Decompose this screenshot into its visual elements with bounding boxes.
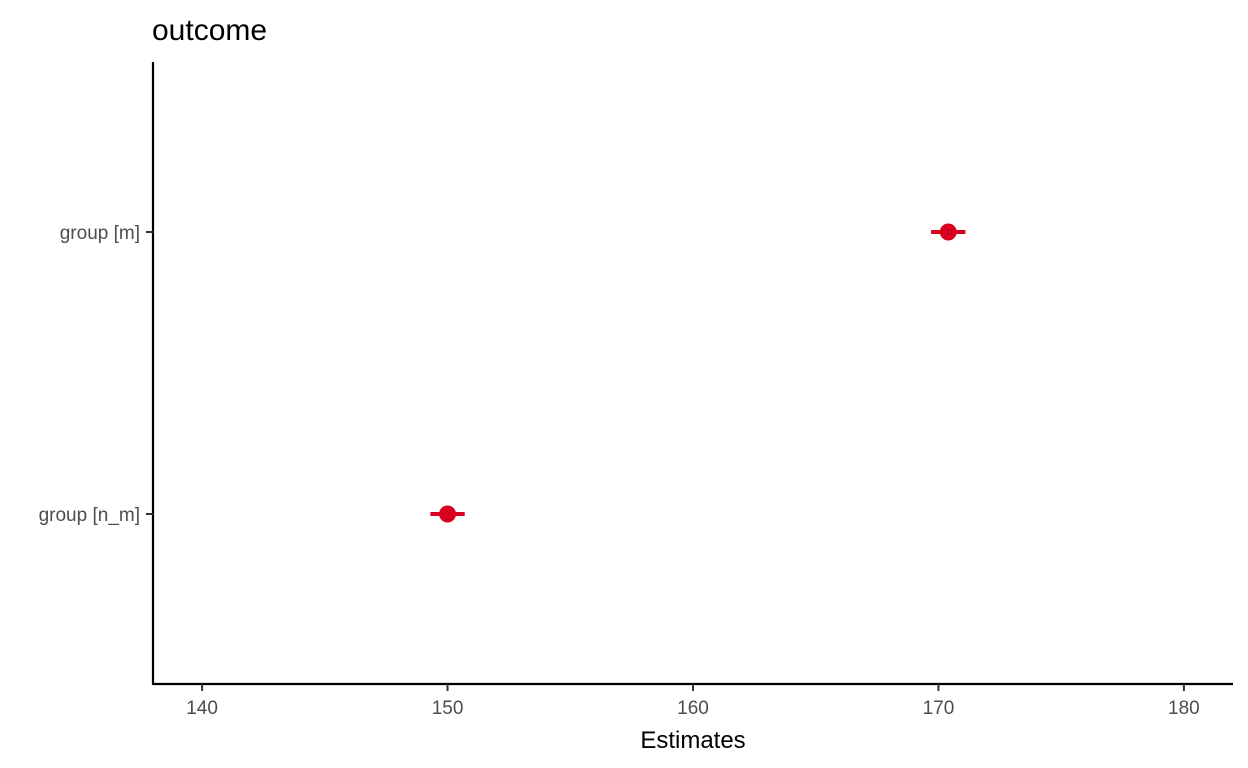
data-marks: [430, 223, 966, 523]
x-tick-label: 150: [432, 698, 464, 719]
x-tick-label: 170: [923, 698, 955, 719]
estimate-point: [939, 223, 957, 241]
y-tick-label: group [m]: [60, 223, 140, 244]
x-axis-ticks: 140 150 160 170 180: [186, 684, 1200, 719]
x-tick-label: 140: [186, 698, 218, 719]
x-tick-label: 180: [1168, 698, 1200, 719]
y-tick-label: group [n_m]: [39, 505, 140, 526]
y-axis-ticks: group [m] group [n_m]: [39, 223, 153, 526]
x-tick-label: 160: [677, 698, 709, 719]
plot-area: group [m] group [n_m] 140 150 160 170 180: [39, 62, 1233, 719]
chart-title: outcome: [152, 14, 267, 47]
x-axis-title: Estimates: [640, 727, 745, 754]
estimate-point: [439, 505, 457, 523]
